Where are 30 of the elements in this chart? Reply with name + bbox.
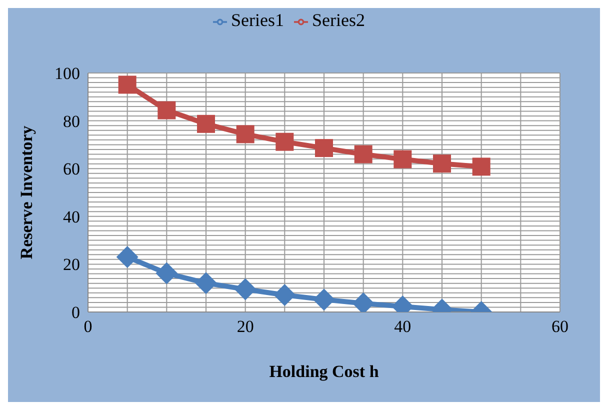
point <box>313 288 335 311</box>
y-tick-label: 20 <box>63 255 80 274</box>
point <box>394 150 412 168</box>
x-tick-label: 20 <box>236 317 254 336</box>
y-tick-label: 0 <box>72 303 80 322</box>
point <box>354 145 372 164</box>
legend-label: Series1 <box>231 10 284 30</box>
point <box>116 246 138 268</box>
x-tick-label: 60 <box>552 317 568 336</box>
y-tick-label: 60 <box>63 160 80 179</box>
point <box>234 278 256 300</box>
y-tick-label: 100 <box>54 64 80 84</box>
x-tick-label: 40 <box>394 317 412 336</box>
point <box>236 125 254 144</box>
y-tick-label: 80 <box>63 112 80 131</box>
point <box>315 139 333 158</box>
point <box>274 284 296 306</box>
point <box>276 132 294 151</box>
point <box>197 114 215 133</box>
x-tick-label: 0 <box>84 317 92 336</box>
point <box>195 272 217 294</box>
x-axis-title: Holding Cost h <box>269 362 380 381</box>
legend-label: Series2 <box>312 10 365 30</box>
point <box>472 158 490 176</box>
y-tick-label: 40 <box>63 207 80 226</box>
point <box>158 101 176 120</box>
y-axis-title: Reserve Inventory <box>17 125 36 260</box>
point <box>118 76 136 94</box>
point <box>433 154 451 173</box>
point <box>156 262 178 284</box>
